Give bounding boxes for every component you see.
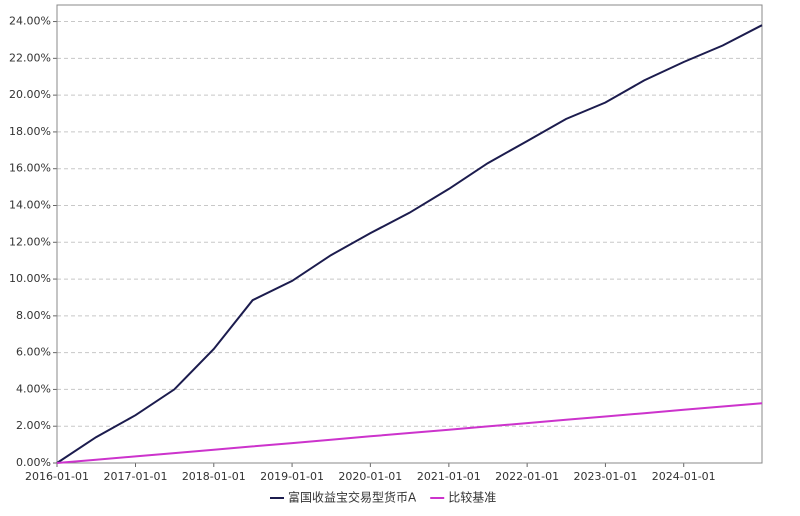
y-tick-label: 2.00%: [16, 419, 51, 432]
y-tick-label: 14.00%: [9, 198, 51, 211]
y-tick-label: 0.00%: [16, 456, 51, 469]
plot-border: [56, 4, 763, 464]
series-line: [56, 24, 763, 464]
x-tick-label: 2022-01-01: [495, 470, 559, 483]
x-tick-label: 2024-01-01: [652, 470, 716, 483]
x-tick-label: 2016-01-01: [25, 470, 89, 483]
y-tick-label: 16.00%: [9, 162, 51, 175]
x-tick-label: 2021-01-01: [417, 470, 481, 483]
x-tick-label: 2023-01-01: [573, 470, 637, 483]
y-tick-label: 24.00%: [9, 15, 51, 28]
y-tick-label: 20.00%: [9, 88, 51, 101]
y-tick-label: 4.00%: [16, 382, 51, 395]
x-tick-label: 2018-01-01: [182, 470, 246, 483]
x-tick-label: 2019-01-01: [260, 470, 324, 483]
x-tick-label: 2017-01-01: [104, 470, 168, 483]
y-tick-label: 6.00%: [16, 346, 51, 359]
y-tick-label: 10.00%: [9, 272, 51, 285]
y-tick-label: 12.00%: [9, 235, 51, 248]
y-tick-label: 22.00%: [9, 51, 51, 64]
series-line: [56, 402, 763, 464]
legend-label: 富国收益宝交易型货币A: [288, 490, 417, 505]
y-tick-label: 8.00%: [16, 309, 51, 322]
x-tick-label: 2020-01-01: [338, 470, 402, 483]
legend-label: 比较基准: [448, 490, 496, 505]
y-tick-label: 18.00%: [9, 125, 51, 138]
